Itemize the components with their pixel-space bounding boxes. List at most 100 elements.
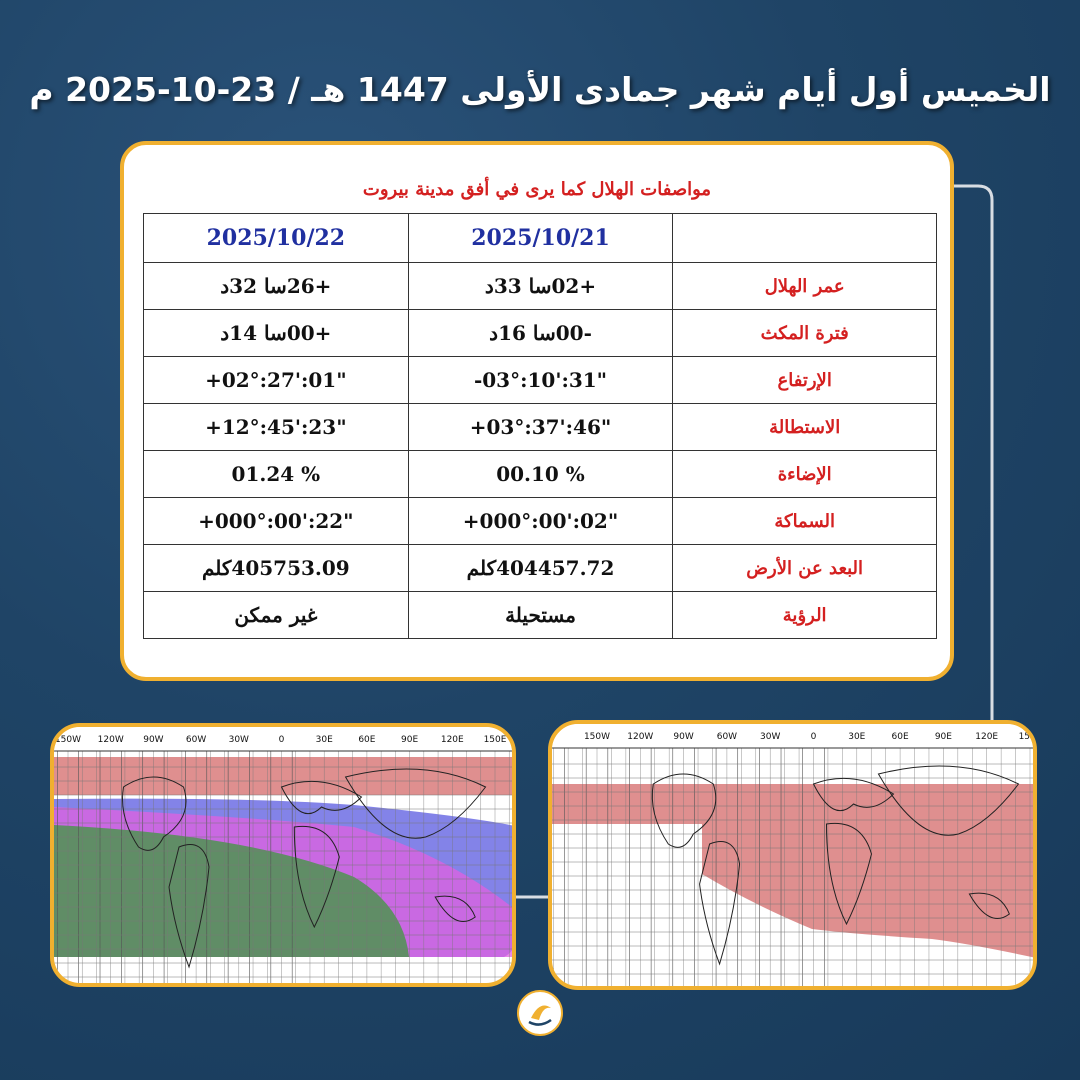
continent	[434, 895, 476, 922]
row-label: السماكة	[672, 497, 937, 545]
cell: +000°:00':02"	[407, 497, 674, 545]
longitude-label: 60W	[186, 735, 206, 745]
continent	[344, 768, 487, 839]
longitude-label: 30E	[316, 735, 333, 745]
longitude-label: 30W	[760, 732, 780, 742]
longitude-label: 30E	[848, 732, 865, 742]
longitude-label: 0	[279, 735, 285, 745]
cell-text: السماكة	[774, 510, 835, 532]
header-cell	[672, 213, 937, 263]
cell-text: الاستطالة	[769, 416, 841, 438]
longitude-label: 60W	[717, 732, 737, 742]
longitude-label: 60E	[358, 735, 375, 745]
longitude-label: 60E	[892, 732, 909, 742]
table-row: السماكة +000°:00':02" +000°:00':22"	[143, 497, 937, 545]
map-header	[552, 724, 1033, 748]
cell: +02سا 33د	[407, 262, 674, 310]
cell-text: غير ممكن	[234, 603, 318, 627]
longitude-label: 120W	[98, 735, 124, 745]
longitude-label: 120E	[441, 735, 464, 745]
longitude-label: 120W	[627, 732, 653, 742]
cell-text: +000°:00':02"	[462, 509, 619, 533]
continent	[825, 822, 873, 926]
cell: مستحيلة	[407, 591, 674, 639]
cell: 01.24 %	[143, 450, 409, 498]
longitude-label: 90W	[143, 735, 163, 745]
card: مواصفات الهلال كما يرى في أفق مدينة بيرو…	[120, 141, 954, 681]
map-panel: 150W 120W 90W 60W 30W 0 30E 60E 90E 120E 150E	[50, 723, 516, 987]
longitude-label: 150W	[55, 735, 81, 745]
cell: -03°:10':31"	[407, 356, 674, 404]
map-header	[54, 727, 512, 751]
longitude-label: 30W	[229, 735, 249, 745]
cell: +00سا 14د	[143, 309, 409, 357]
longitude-label: 90W	[673, 732, 693, 742]
logo-shape	[528, 1018, 552, 1026]
cell-text: 01.24 %	[231, 462, 321, 486]
continent	[877, 765, 1020, 836]
cell-text: عمر الهلال	[764, 275, 845, 297]
cell-text: +000°:00':22"	[198, 509, 354, 533]
cell-text: 00.10 %	[496, 462, 585, 486]
cell-text: فترة المكث	[760, 322, 849, 344]
cell-text: +03°:37':46"	[469, 415, 612, 439]
cell-text: +02سا 33د	[484, 274, 597, 298]
table-row: الإرتفاع -03°:10':31" +02°:27':01"	[143, 356, 937, 404]
header-cell: 2025/10/21	[407, 213, 674, 263]
table-header-row: 2025/10/21 2025/10/22	[143, 213, 937, 263]
row-label: عمر الهلال	[672, 262, 937, 310]
continent	[280, 780, 363, 815]
cell-text: +12°:45':23"	[205, 415, 347, 439]
longitude-label: 150E	[484, 735, 507, 745]
row-label: الإضاءة	[672, 450, 937, 498]
cell: +03°:37':46"	[407, 403, 674, 451]
visibility-zone	[54, 757, 512, 795]
cell: +000°:00':22"	[143, 497, 409, 545]
cell-text: مستحيلة	[505, 603, 576, 627]
cell: -00سا 16د	[407, 309, 674, 357]
continent	[293, 825, 340, 929]
map-panel: 150W 120W 90W 60W 30W 0 30E 60E 90E 120E 150E	[548, 720, 1037, 990]
map: 150W 120W 90W 60W 30W 0 30E 60E 90E 120E 150E	[54, 727, 512, 983]
header-cell: 2025/10/22	[143, 213, 409, 263]
logo-icon	[528, 1005, 552, 1026]
table-caption: مواصفات الهلال كما يرى في أفق مدينة بيرو…	[362, 179, 712, 200]
cell-text: 405753.09كلم	[201, 556, 350, 580]
longitude-label: 90E	[935, 732, 952, 742]
connector-line	[954, 184, 994, 724]
continent	[122, 776, 187, 851]
table-body: 2025/10/21 2025/10/22 عمر الهلال +02سا 33د +…	[143, 213, 937, 639]
cell: +02°:27':01"	[143, 356, 409, 404]
cell-text: +00سا 14د	[220, 321, 332, 345]
cell: +26سا 32د	[143, 262, 409, 310]
row-label: البعد عن الأرض	[672, 544, 937, 592]
longitude-label: 90E	[401, 735, 418, 745]
cell-text: 404457.72كلم	[466, 556, 615, 580]
cell-text: الإضاءة	[777, 463, 832, 485]
table-row: الرؤية مستحيلة غير ممكن	[143, 591, 937, 639]
cell: 00.10 %	[407, 450, 674, 498]
title: الخميس أول أيام شهر جمادى الأولى 1447 هـ…	[29, 70, 1051, 109]
cell-text: الإرتفاع	[777, 369, 832, 391]
table: 2025/10/21 2025/10/22 عمر الهلال +02سا 33د +…	[143, 213, 937, 639]
continent	[651, 773, 717, 848]
continent	[699, 841, 741, 966]
longitude-label: 150E	[1019, 732, 1037, 742]
cell-text: -00سا 16د	[489, 321, 592, 345]
longitude-label: 150W	[584, 732, 610, 742]
cell-text: الرؤية	[782, 604, 827, 626]
table-row: الاستطالة +03°:37':46" +12°:45':23"	[143, 403, 937, 451]
table-row: الإضاءة 00.10 % 01.24 %	[143, 450, 937, 498]
table-row: فترة المكث -00سا 16د +00سا 14د	[143, 309, 937, 357]
row-label: الإرتفاع	[672, 356, 937, 404]
cell-text: -03°:10':31"	[473, 368, 608, 392]
cell-text: البعد عن الأرض	[746, 557, 864, 579]
visibility-zone	[552, 784, 1033, 958]
cell: 405753.09كلم	[143, 544, 409, 592]
continent	[968, 892, 1010, 919]
longitude-label: 0	[811, 732, 817, 742]
logo-shape	[531, 1005, 551, 1020]
longitude-label: 120E	[975, 732, 998, 742]
row-label: فترة المكث	[672, 309, 937, 357]
